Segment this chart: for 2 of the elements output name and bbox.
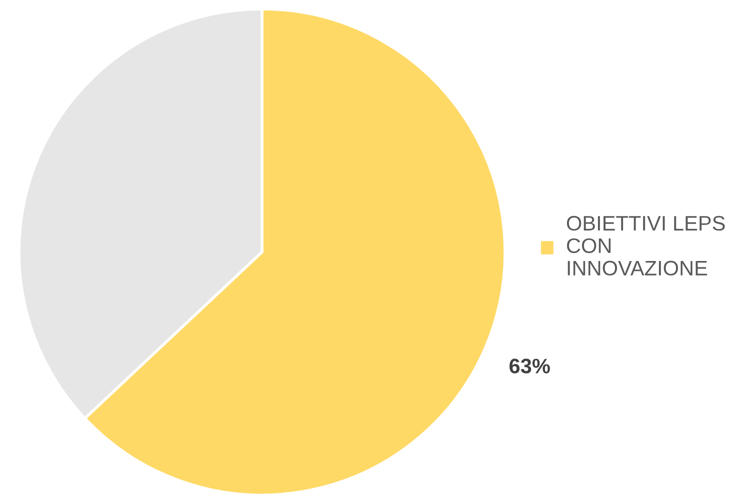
legend-label: OBIETTIVI LEPS CON INNOVAZIONE — [566, 216, 725, 276]
data-label: 63% — [510, 358, 550, 374]
